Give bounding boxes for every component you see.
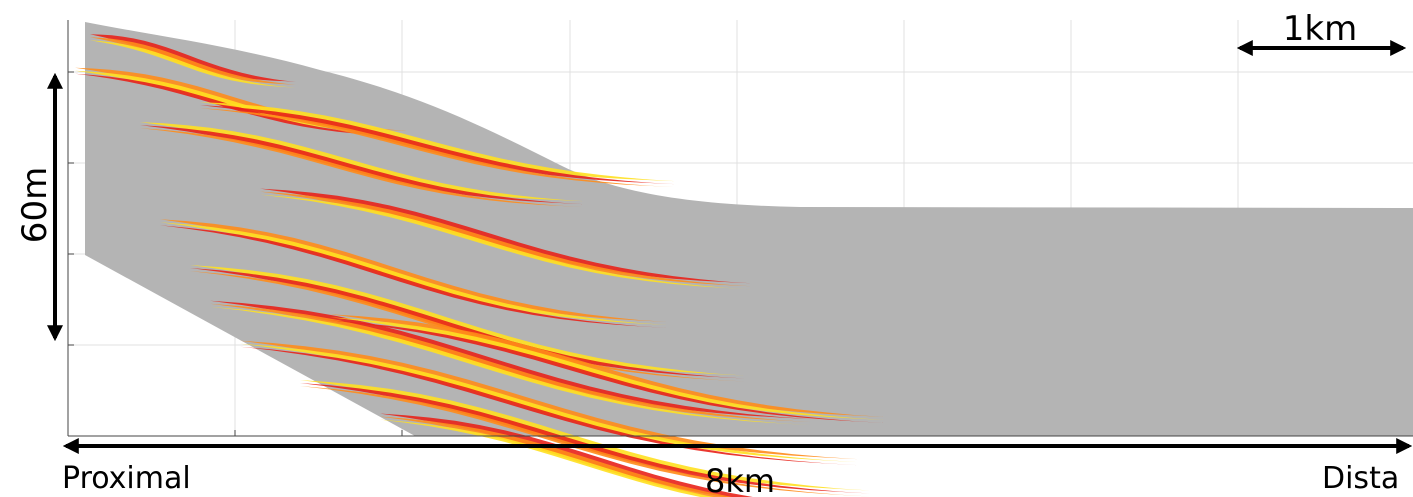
distal-label: Dista: [1322, 461, 1399, 496]
sand-layers: [75, 34, 1030, 497]
sand-lens: [160, 219, 800, 326]
sand-lens: [90, 37, 350, 87]
sand-lens: [380, 416, 733, 497]
sand-lens: [140, 122, 700, 205]
proximal-label: Proximal: [62, 461, 191, 496]
scale-label-horizontal: 1km: [1283, 9, 1357, 49]
sediment-body: [85, 22, 1413, 436]
sand-lens: [190, 265, 890, 380]
sand-lens: [200, 105, 800, 188]
length-label: 8km: [705, 462, 775, 497]
sand-lens: [160, 222, 800, 329]
sand-lens: [300, 383, 978, 497]
sand-lens: [330, 317, 1030, 424]
sand-lens: [300, 380, 1020, 495]
sand-lens: [260, 188, 880, 287]
scale-label-vertical: 60m: [15, 167, 55, 243]
sand-lens: [260, 191, 880, 290]
sand-lens: [90, 34, 350, 84]
sand-lens: [75, 67, 495, 134]
sand-lens: [380, 419, 714, 497]
sand-lens: [200, 102, 800, 185]
sand-lens: [75, 73, 495, 140]
sand-lens: [240, 340, 1020, 464]
sand-lens: [75, 70, 495, 137]
sand-lens: [210, 300, 970, 424]
axes: [67, 20, 1413, 437]
sand-lens: [140, 125, 700, 208]
sand-lens: [90, 40, 350, 90]
sand-lens: [330, 314, 1030, 421]
